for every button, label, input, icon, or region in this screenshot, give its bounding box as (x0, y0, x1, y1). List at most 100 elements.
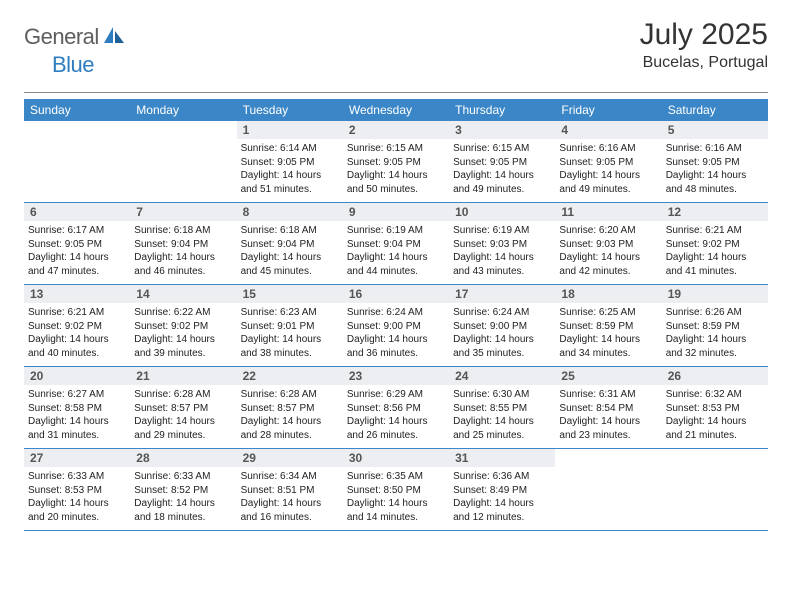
day-details: Sunrise: 6:33 AMSunset: 8:53 PMDaylight:… (28, 470, 126, 524)
day-number: 5 (662, 121, 768, 139)
daylight-line-2: and 25 minutes. (453, 429, 551, 443)
sunrise-line: Sunrise: 6:34 AM (241, 470, 339, 484)
sunset-line: Sunset: 9:01 PM (241, 320, 339, 334)
day-cell (24, 121, 130, 202)
day-cell: 17Sunrise: 6:24 AMSunset: 9:00 PMDayligh… (449, 285, 555, 366)
day-number: 16 (343, 285, 449, 303)
day-details: Sunrise: 6:16 AMSunset: 9:05 PMDaylight:… (559, 142, 657, 196)
day-number: 25 (555, 367, 661, 385)
day-number: 4 (555, 121, 661, 139)
day-cell: 31 Sunrise: 6:36 AMSunset: 8:49 PMDayligh… (449, 449, 555, 530)
day-number: 28 (130, 449, 236, 467)
calendar-body: 1Sunrise: 6:14 AMSunset: 9:05 PMDaylight… (24, 121, 768, 531)
sunrise-line: Sunrise: 6:29 AM (347, 388, 445, 402)
day-details: Sunrise: 6:22 AMSunset: 9:02 PMDaylight:… (134, 306, 232, 360)
daylight-line-2: and 49 minutes. (453, 183, 551, 197)
sunrise-line: Sunrise: 6:36 AM (453, 470, 551, 484)
day-number: 1 (237, 121, 343, 139)
daylight-line-1: Daylight: 14 hours (559, 333, 657, 347)
daylight-line-2: and 28 minutes. (241, 429, 339, 443)
sunset-line: Sunset: 8:53 PM (28, 484, 126, 498)
sunset-line: Sunset: 9:05 PM (241, 156, 339, 170)
daylight-line-2: and 42 minutes. (559, 265, 657, 279)
sunset-line: Sunset: 8:49 PM (453, 484, 551, 498)
day-number: 14 (130, 285, 236, 303)
daylight-line-1: Daylight: 14 hours (134, 251, 232, 265)
day-cell: 30Sunrise: 6:35 AMSunset: 8:50 PMDayligh… (343, 449, 449, 530)
sunrise-line: Sunrise: 6:21 AM (28, 306, 126, 320)
calendar-grid: Sunday Monday Tuesday Wednesday Thursday… (24, 99, 768, 531)
day-cell: 26Sunrise: 6:32 AMSunset: 8:53 PMDayligh… (662, 367, 768, 448)
sunrise-line: Sunrise: 6:22 AM (134, 306, 232, 320)
daylight-line-1: Daylight: 14 hours (666, 251, 764, 265)
daylight-line-2: and 47 minutes. (28, 265, 126, 279)
weekday-friday: Friday (555, 99, 661, 121)
daylight-line-1: Daylight: 14 hours (453, 497, 551, 511)
day-number: 31 (449, 449, 555, 467)
sunset-line: Sunset: 9:00 PM (347, 320, 445, 334)
sunset-line: Sunset: 8:54 PM (559, 402, 657, 416)
day-number: 19 (662, 285, 768, 303)
sunset-line: Sunset: 8:59 PM (559, 320, 657, 334)
day-number: 13 (24, 285, 130, 303)
daylight-line-1: Daylight: 14 hours (453, 169, 551, 183)
day-details: Sunrise: 6:33 AMSunset: 8:52 PMDaylight:… (134, 470, 232, 524)
sunset-line: Sunset: 9:00 PM (453, 320, 551, 334)
sunrise-line: Sunrise: 6:20 AM (559, 224, 657, 238)
sunrise-line: Sunrise: 6:19 AM (453, 224, 551, 238)
day-details: Sunrise: 6:30 AMSunset: 8:55 PMDaylight:… (453, 388, 551, 442)
daylight-line-1: Daylight: 14 hours (241, 497, 339, 511)
day-cell: 16Sunrise: 6:24 AMSunset: 9:00 PMDayligh… (343, 285, 449, 366)
weekday-sunday: Sunday (24, 99, 130, 121)
sunset-line: Sunset: 9:03 PM (559, 238, 657, 252)
sunset-line: Sunset: 9:04 PM (347, 238, 445, 252)
header-rule (24, 92, 768, 93)
sunrise-line: Sunrise: 6:25 AM (559, 306, 657, 320)
weekday-saturday: Saturday (662, 99, 768, 121)
daylight-line-1: Daylight: 14 hours (28, 251, 126, 265)
sunset-line: Sunset: 8:57 PM (134, 402, 232, 416)
day-cell: 2Sunrise: 6:15 AMSunset: 9:05 PMDaylight… (343, 121, 449, 202)
day-cell (130, 121, 236, 202)
sunrise-line: Sunrise: 6:17 AM (28, 224, 126, 238)
daylight-line-1: Daylight: 14 hours (453, 251, 551, 265)
daylight-line-1: Daylight: 14 hours (28, 415, 126, 429)
sunset-line: Sunset: 8:59 PM (666, 320, 764, 334)
sunset-line: Sunset: 9:04 PM (134, 238, 232, 252)
day-number: 18 (555, 285, 661, 303)
sunrise-line: Sunrise: 6:28 AM (241, 388, 339, 402)
day-cell: 3Sunrise: 6:15 AMSunset: 9:05 PMDaylight… (449, 121, 555, 202)
sunrise-line: Sunrise: 6:23 AM (241, 306, 339, 320)
day-cell: 9Sunrise: 6:19 AMSunset: 9:04 PMDaylight… (343, 203, 449, 284)
title-block: July 2025 Bucelas, Portugal (640, 18, 768, 72)
day-cell: 19Sunrise: 6:26 AMSunset: 8:59 PMDayligh… (662, 285, 768, 366)
daylight-line-1: Daylight: 14 hours (347, 169, 445, 183)
daylight-line-1: Daylight: 14 hours (28, 497, 126, 511)
day-cell: 8Sunrise: 6:18 AMSunset: 9:04 PMDaylight… (237, 203, 343, 284)
daylight-line-1: Daylight: 14 hours (347, 415, 445, 429)
daylight-line-2: and 40 minutes. (28, 347, 126, 361)
sunrise-line: Sunrise: 6:14 AM (241, 142, 339, 156)
day-cell: 29Sunrise: 6:34 AMSunset: 8:51 PMDayligh… (237, 449, 343, 530)
week-row: 6Sunrise: 6:17 AMSunset: 9:05 PMDaylight… (24, 203, 768, 285)
weekday-header-row: Sunday Monday Tuesday Wednesday Thursday… (24, 99, 768, 121)
sunset-line: Sunset: 9:05 PM (453, 156, 551, 170)
location-label: Bucelas, Portugal (640, 54, 768, 72)
sunrise-line: Sunrise: 6:33 AM (28, 470, 126, 484)
daylight-line-2: and 21 minutes. (666, 429, 764, 443)
daylight-line-2: and 18 minutes. (134, 511, 232, 525)
day-number: 27 (24, 449, 130, 467)
day-number: 15 (237, 285, 343, 303)
sunrise-line: Sunrise: 6:19 AM (347, 224, 445, 238)
day-cell: 13Sunrise: 6:21 AMSunset: 9:02 PMDayligh… (24, 285, 130, 366)
sunrise-line: Sunrise: 6:15 AM (347, 142, 445, 156)
daylight-line-1: Daylight: 14 hours (347, 497, 445, 511)
sunrise-line: Sunrise: 6:16 AM (559, 142, 657, 156)
sunrise-line: Sunrise: 6:18 AM (134, 224, 232, 238)
day-details: Sunrise: 6:29 AMSunset: 8:56 PMDaylight:… (347, 388, 445, 442)
day-number: 7 (130, 203, 236, 221)
day-details: Sunrise: 6:18 AMSunset: 9:04 PMDaylight:… (134, 224, 232, 278)
sunset-line: Sunset: 8:51 PM (241, 484, 339, 498)
day-number: 2 (343, 121, 449, 139)
daylight-line-1: Daylight: 14 hours (347, 251, 445, 265)
